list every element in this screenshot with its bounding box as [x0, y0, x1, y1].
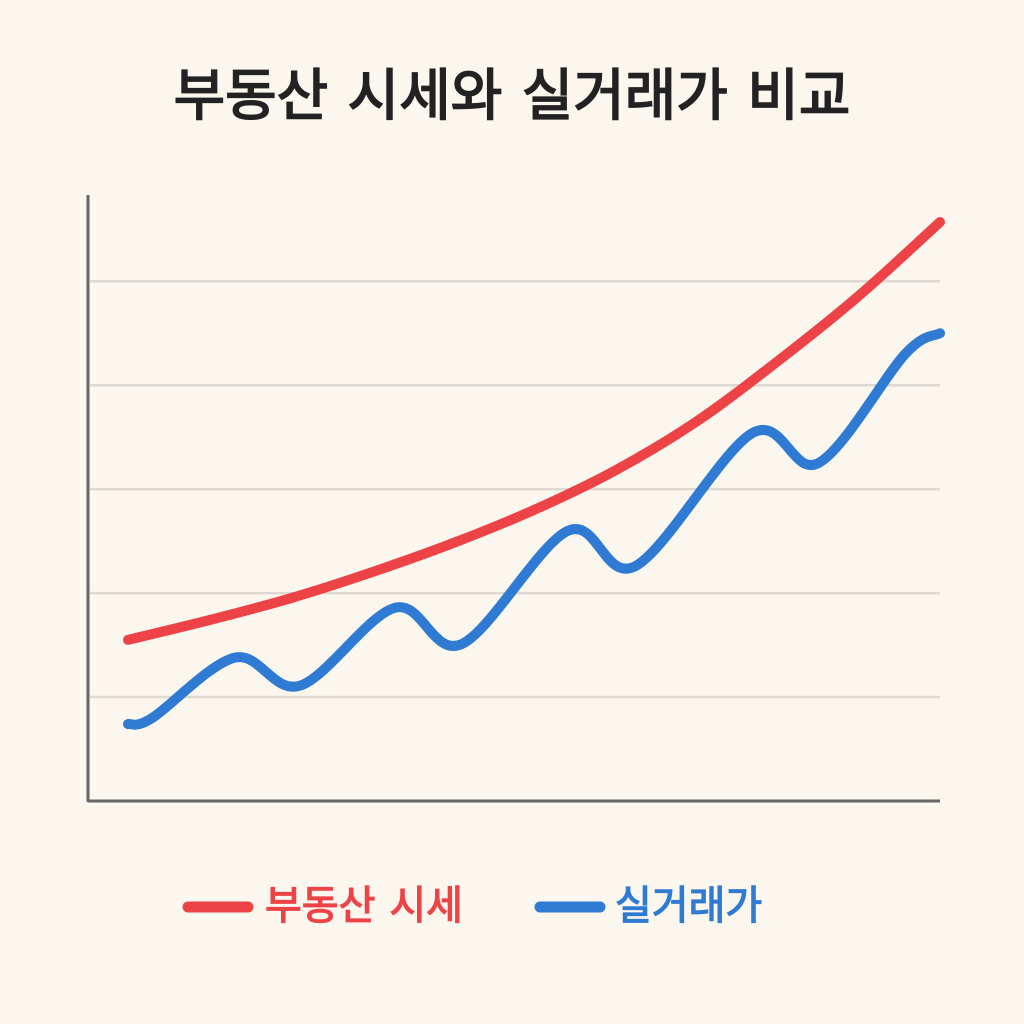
- legend-label: 실거래가: [615, 883, 762, 929]
- data-line: [123, 328, 945, 730]
- data-line: [123, 217, 945, 645]
- chart-title: 부동산 시세와 실거래가 비교: [174, 64, 851, 129]
- legend-label: 부동산 시세: [265, 883, 463, 929]
- grid: [90, 280, 940, 699]
